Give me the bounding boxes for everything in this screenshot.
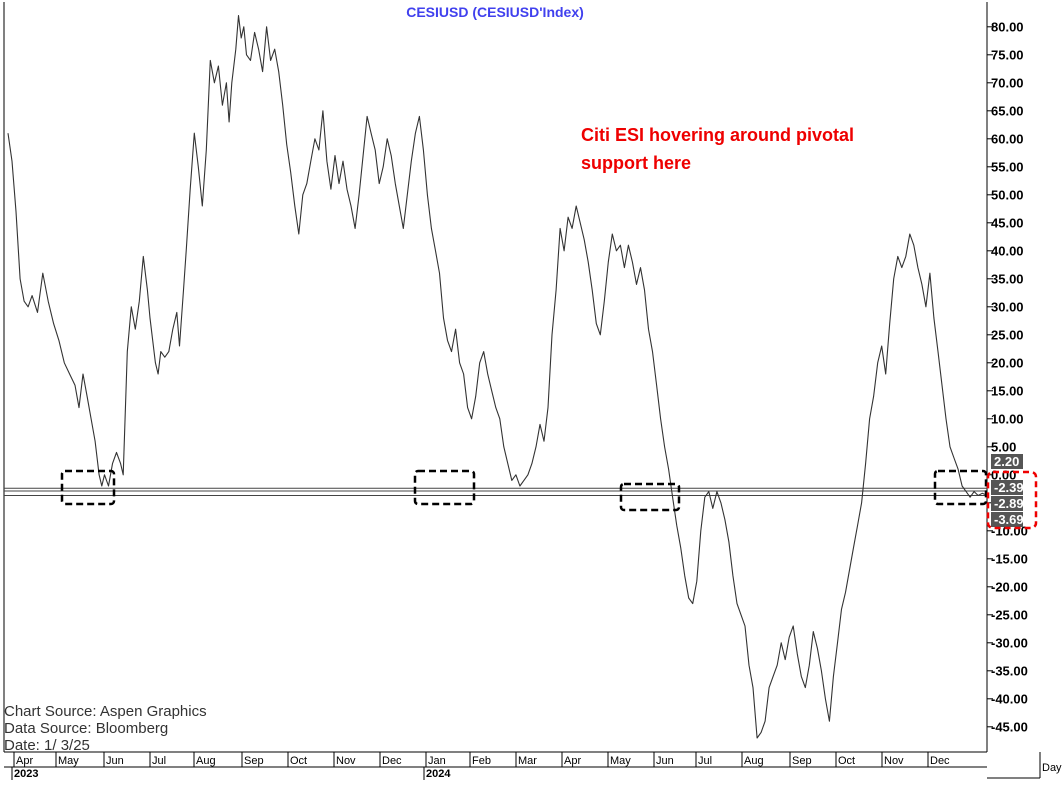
- x-tick-label: Apr: [16, 755, 33, 767]
- y-tick-label: -40.00: [991, 691, 1028, 706]
- value-flag-box: [991, 512, 1023, 527]
- series-layer: [7, 15, 986, 739]
- highlight-box: [413, 469, 476, 506]
- value-flag-label: 2.20: [994, 454, 1019, 469]
- value-flag-box: [991, 454, 1023, 469]
- year-label: 2023: [14, 768, 38, 780]
- x-tick-label: Jun: [656, 755, 674, 767]
- highlight-boxes: [60, 469, 988, 512]
- annotation-text: Citi ESI hovering around pivotal support…: [581, 125, 855, 173]
- y-tick-label: 30.00: [991, 299, 1024, 314]
- data-source-text: Data Source: Bloomberg: [4, 720, 169, 737]
- x-tick-label: Mar: [518, 755, 537, 767]
- highlight-box: [619, 482, 681, 512]
- highlight-box: [933, 469, 988, 506]
- support-lines: [4, 487, 987, 496]
- highlight-box: [60, 469, 116, 506]
- y-tick-label: 40.00: [991, 243, 1024, 258]
- x-tick-label: Jul: [698, 755, 712, 767]
- y-tick-label: 35.00: [991, 271, 1024, 286]
- value-flag-box: [991, 496, 1023, 511]
- y-tick-label: -35.00: [991, 663, 1028, 678]
- chart-title: CESIUSD (CESIUSD'Index): [406, 4, 584, 20]
- y-tick-label: 15.00: [991, 383, 1024, 398]
- series-line: [7, 15, 986, 739]
- value-flag-box: [991, 480, 1023, 495]
- x-tick-label: Oct: [838, 755, 855, 767]
- x-tick-label: May: [610, 755, 631, 767]
- timeframe-label: Day: [1042, 762, 1062, 774]
- y-tick-label: -30.00: [991, 635, 1028, 650]
- x-tick-label: Dec: [930, 755, 950, 767]
- date-text: Date: 1/ 3/25: [4, 737, 90, 754]
- y-tick-label: 50.00: [991, 187, 1024, 202]
- y-tick-label: 5.00: [991, 439, 1016, 454]
- x-tick-label: Aug: [196, 755, 216, 767]
- plot-frame: [3, 2, 1041, 779]
- value-flag-label: -2.39: [994, 480, 1024, 495]
- y-tick-label: 60.00: [991, 131, 1024, 146]
- x-tick-label: Dec: [382, 755, 402, 767]
- value-flag-label: -3.69: [994, 512, 1024, 527]
- y-tick-label: -15.00: [991, 551, 1028, 566]
- x-tick-label: Jun: [106, 755, 124, 767]
- y-tick-label: -25.00: [991, 607, 1028, 622]
- x-tick-label: Aug: [744, 755, 764, 767]
- y-tick-label: 45.00: [991, 215, 1024, 230]
- value-flag-label: -2.89: [994, 496, 1024, 511]
- chart-source-text: Chart Source: Aspen Graphics: [4, 703, 207, 720]
- x-tick-label: Sep: [244, 755, 264, 767]
- y-tick-label: 65.00: [991, 103, 1024, 118]
- x-tick-label: Jan: [428, 755, 446, 767]
- x-axis: Apr May Jun Jul Aug Sep Oct Nov Dec Jan Feb Mar Apr M…: [4, 752, 987, 780]
- x-tick-label: Jul: [152, 755, 166, 767]
- x-tick-label: May: [58, 755, 79, 767]
- x-tick-label: Sep: [792, 755, 812, 767]
- x-tick-label: Apr: [564, 755, 581, 767]
- y-tick-label: 10.00: [991, 411, 1024, 426]
- y-tick-label: 70.00: [991, 75, 1024, 90]
- y-tick-label: 20.00: [991, 355, 1024, 370]
- x-tick-label: Nov: [336, 755, 356, 767]
- x-tick-label: Nov: [884, 755, 904, 767]
- year-label: 2024: [426, 768, 451, 780]
- y-tick-label: -20.00: [991, 579, 1028, 594]
- y-tick-label: 25.00: [991, 327, 1024, 342]
- x-tick-label: Oct: [290, 755, 307, 767]
- x-tick-label: Feb: [472, 755, 491, 767]
- y-tick-label: 75.00: [991, 47, 1024, 62]
- y-tick-label: -45.00: [991, 719, 1028, 734]
- y-tick-label: 80.00: [991, 19, 1024, 34]
- y-tick-label: 55.00: [991, 159, 1024, 174]
- value-flags: 2.20 -2.39-2.89-3.69: [986, 454, 1038, 530]
